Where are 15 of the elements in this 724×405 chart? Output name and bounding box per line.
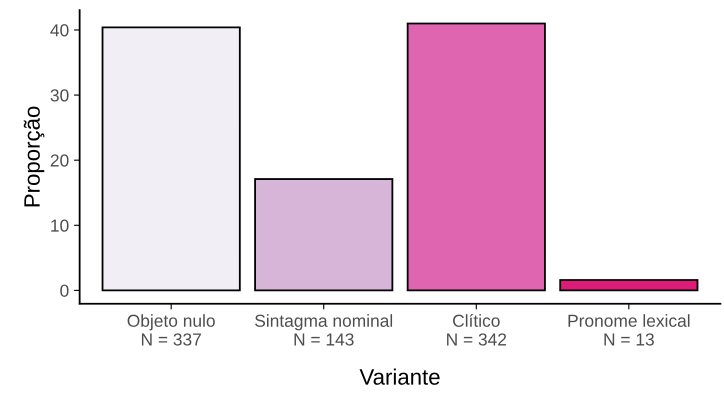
- x-tick-label: Clítico N = 342: [447, 314, 506, 346]
- bar: [254, 178, 394, 292]
- y-tick-label: 20: [50, 154, 69, 167]
- y-tick-label: 0: [60, 284, 69, 297]
- y-tick-label: 40: [50, 24, 69, 36]
- bar: [406, 22, 546, 292]
- y-tick-label: 30: [50, 89, 69, 102]
- y-tick-label: 10: [51, 219, 69, 232]
- bar: [102, 26, 241, 292]
- bar: [559, 279, 698, 292]
- x-axis-title: Variante: [360, 368, 440, 385]
- x-tick-label: Pronome lexical N = 13: [568, 314, 690, 346]
- x-tick-label: Objeto nulo N = 337: [128, 314, 215, 346]
- x-tick-label: Sintagma nominal N = 143: [255, 314, 392, 346]
- y-axis-title: Proporção: [24, 106, 44, 206]
